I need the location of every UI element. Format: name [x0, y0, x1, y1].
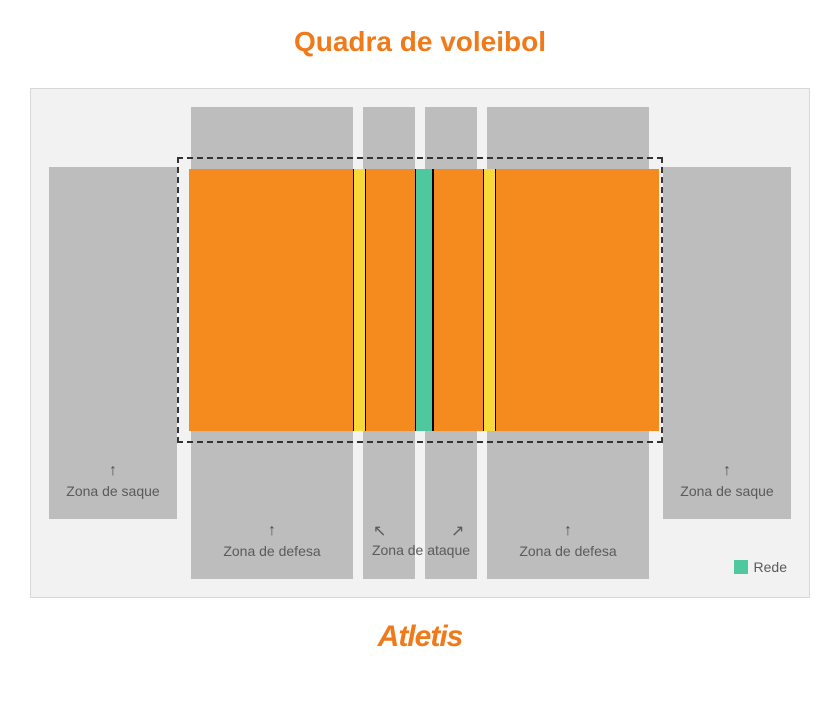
zone-defesa-right	[495, 169, 659, 431]
court-inner	[189, 169, 651, 431]
label-defesa-right: ↑ Zona de defesa	[487, 521, 649, 560]
label-text: Zona de saque	[66, 483, 159, 499]
arrow-ataque-left: ↖	[373, 521, 386, 541]
zone-line-left	[353, 169, 365, 431]
page-title: Quadra de voleibol	[294, 26, 546, 58]
label-text: Zona de defesa	[519, 543, 616, 559]
zone-defesa-left	[189, 169, 353, 431]
label-text: Zona de defesa	[223, 543, 320, 559]
brand-logo: Atletis	[378, 620, 463, 654]
zone-ataque-right	[433, 169, 483, 431]
legend-text: Rede	[754, 559, 787, 575]
legend-swatch	[734, 560, 748, 574]
label-text: Zona de ataque	[372, 542, 470, 558]
zone-net	[415, 169, 433, 431]
arrow-up-icon: ↑	[191, 521, 353, 542]
label-defesa-left: ↑ Zona de defesa	[191, 521, 353, 560]
arrow-ataque-right: ↗	[451, 521, 464, 541]
court-diagram: ↑ Zona de saque ↑ Zona de saque ↑ Zona d…	[30, 88, 810, 598]
arrow-up-icon: ↑	[49, 461, 177, 482]
label-saque-left: ↑ Zona de saque	[49, 461, 177, 500]
arrow-up-icon: ↑	[487, 521, 649, 542]
label-text: Zona de saque	[680, 483, 773, 499]
zone-ataque-left	[365, 169, 415, 431]
arrow-up-icon: ↑	[663, 461, 791, 482]
court-outline	[177, 157, 663, 443]
legend-rede: Rede	[734, 559, 787, 575]
label-ataque: Zona de ataque	[331, 541, 511, 559]
logo-text: Atletis	[378, 620, 463, 653]
zone-line-right	[483, 169, 495, 431]
label-saque-right: ↑ Zona de saque	[663, 461, 791, 500]
